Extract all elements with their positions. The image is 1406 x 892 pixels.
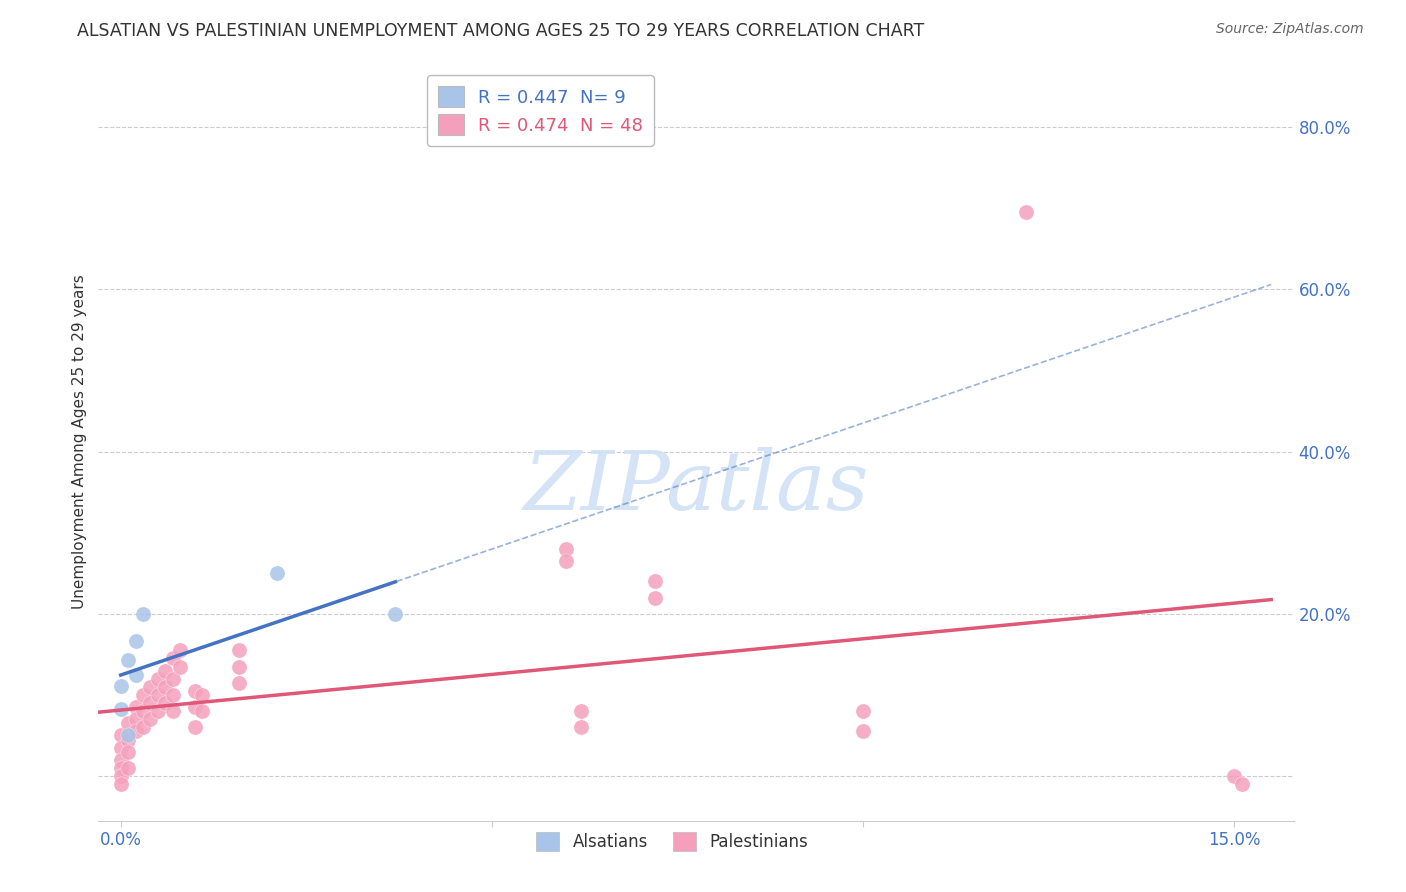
Point (266, 566, 288, 581)
Point (162, 704, 184, 718)
Point (117, 745, 139, 759)
Text: ALSATIAN VS PALESTINIAN UNEMPLOYMENT AMONG AGES 25 TO 29 YEARS CORRELATION CHART: ALSATIAN VS PALESTINIAN UNEMPLOYMENT AMO… (77, 22, 925, 40)
Point (124, 700, 146, 714)
Point (117, 729, 139, 743)
Point (110, 702, 132, 716)
Point (110, 777, 132, 791)
Point (146, 688, 169, 702)
Text: ZIPatlas: ZIPatlas (523, 447, 869, 527)
Point (110, 679, 132, 693)
Point (139, 712, 162, 726)
Point (132, 688, 155, 702)
Point (384, 607, 406, 621)
Point (110, 729, 132, 743)
Point (117, 732, 139, 747)
Point (162, 672, 184, 686)
Point (1015, 205, 1038, 219)
Point (184, 684, 207, 698)
Point (1223, 769, 1246, 783)
Point (169, 659, 191, 673)
Point (155, 696, 177, 710)
Point (117, 761, 139, 775)
Point (569, 720, 592, 734)
Point (110, 753, 132, 767)
Point (184, 700, 207, 714)
Point (644, 591, 666, 605)
Point (146, 672, 169, 686)
Point (169, 643, 191, 657)
Point (139, 696, 162, 710)
Point (555, 554, 578, 568)
Point (191, 688, 214, 702)
Point (110, 769, 132, 783)
Point (228, 643, 250, 657)
Point (117, 716, 139, 731)
Y-axis label: Unemployment Among Ages 25 to 29 years: Unemployment Among Ages 25 to 29 years (72, 274, 87, 609)
Point (155, 680, 177, 694)
Point (228, 675, 250, 690)
Point (184, 720, 207, 734)
Point (162, 688, 184, 702)
Point (852, 704, 875, 718)
Point (146, 704, 169, 718)
Point (644, 574, 666, 589)
Point (132, 720, 155, 734)
Point (162, 651, 184, 665)
Point (191, 704, 214, 718)
Point (124, 667, 146, 681)
Point (132, 704, 155, 718)
Point (117, 653, 139, 667)
Point (555, 541, 578, 556)
Point (228, 659, 250, 673)
Point (124, 712, 146, 726)
Text: Source: ZipAtlas.com: Source: ZipAtlas.com (1216, 22, 1364, 37)
Point (569, 704, 592, 718)
Point (124, 633, 146, 648)
Point (139, 680, 162, 694)
Point (132, 607, 155, 621)
Point (1230, 777, 1253, 791)
Point (124, 724, 146, 739)
Point (155, 664, 177, 678)
Point (110, 761, 132, 775)
Point (110, 740, 132, 755)
Legend: Alsatians, Palestinians: Alsatians, Palestinians (529, 825, 815, 858)
Point (852, 724, 875, 739)
